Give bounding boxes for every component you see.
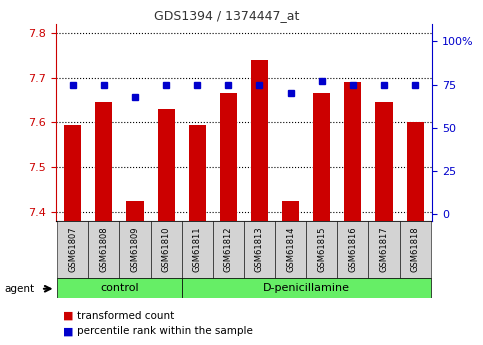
Bar [151,221,182,278]
Bar [275,221,306,278]
Text: transformed count: transformed count [77,311,174,321]
Bar [306,221,337,278]
Text: GSM61811: GSM61811 [193,227,202,272]
Bar [157,109,175,221]
Bar [64,125,81,221]
Bar [399,221,431,278]
Bar [182,278,431,298]
Text: control: control [100,283,139,293]
Bar [95,102,113,221]
Bar [88,221,119,278]
Text: ■: ■ [63,311,73,321]
Bar [244,221,275,278]
Text: GSM61817: GSM61817 [380,226,388,272]
Text: GSM61813: GSM61813 [255,226,264,272]
Bar [119,221,151,278]
Bar [337,221,369,278]
Text: D-penicillamine: D-penicillamine [263,283,350,293]
Text: GSM61818: GSM61818 [411,226,420,272]
Text: GSM61814: GSM61814 [286,227,295,272]
Text: agent: agent [5,284,35,294]
Bar [375,102,393,221]
Bar [407,122,424,221]
Text: GSM61807: GSM61807 [68,226,77,272]
Text: GSM61815: GSM61815 [317,227,326,272]
Text: GSM61810: GSM61810 [162,227,170,272]
Bar [344,82,361,221]
Text: GDS1394 / 1374447_at: GDS1394 / 1374447_at [155,9,299,22]
Text: GSM61812: GSM61812 [224,227,233,272]
Text: GSM61808: GSM61808 [99,226,108,272]
Bar [57,221,88,278]
Text: ■: ■ [63,326,73,336]
Text: percentile rank within the sample: percentile rank within the sample [77,326,253,336]
Bar [251,60,268,221]
Text: GSM61809: GSM61809 [130,227,140,272]
Bar [213,221,244,278]
Text: GSM61816: GSM61816 [348,226,357,272]
Bar [127,201,143,221]
Bar [57,278,182,298]
Bar [369,221,399,278]
Bar [182,221,213,278]
Bar [189,125,206,221]
Bar [282,201,299,221]
Bar [313,93,330,221]
Bar [220,93,237,221]
